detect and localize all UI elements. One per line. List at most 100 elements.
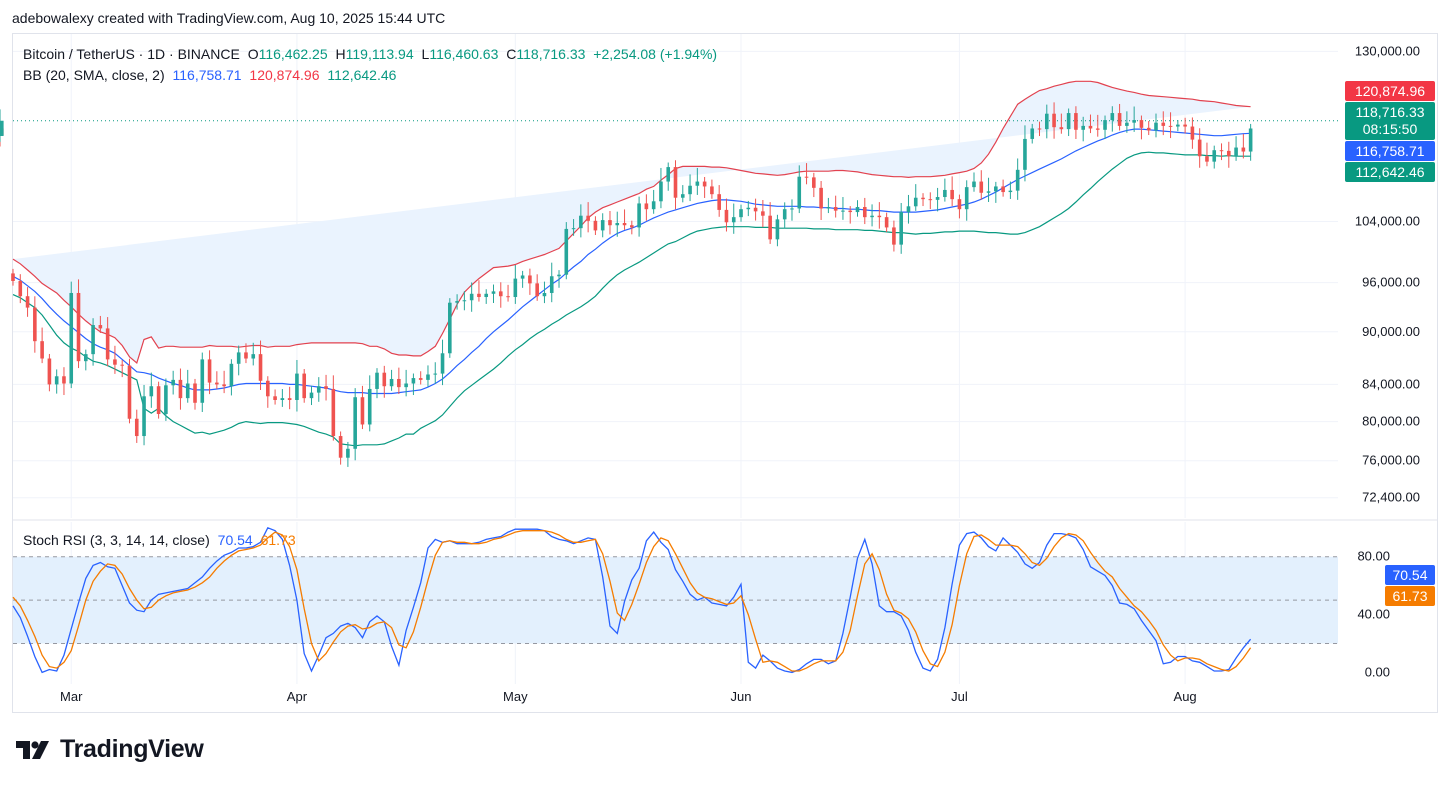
candle-body	[1212, 150, 1217, 162]
candle-body	[134, 418, 139, 437]
candle-body	[244, 352, 248, 359]
candle-body	[193, 383, 197, 403]
candle-body	[513, 278, 518, 298]
candle-body	[819, 187, 823, 209]
candle-body	[739, 209, 743, 218]
candle-body	[921, 197, 925, 200]
candle-body	[1234, 147, 1238, 157]
candle-body	[1183, 124, 1187, 127]
stoch-label[interactable]: Stoch RSI (3, 3, 14, 14, close)	[23, 532, 210, 548]
candle-body	[171, 379, 175, 386]
candle-body	[397, 378, 401, 388]
candle-body	[353, 397, 357, 449]
price-axis-labels[interactable]: 130,000.00 104,000.00 96,000.00 90,000.00 84…	[1355, 43, 1420, 679]
candle-body	[1190, 126, 1195, 140]
stoch-k-tag: 70.54	[1385, 565, 1435, 585]
candle-body	[1197, 139, 1202, 157]
stoch-k-line	[12, 526, 1252, 674]
candle-body	[302, 373, 307, 399]
candle-body	[782, 209, 787, 220]
candle-body	[600, 220, 605, 231]
candle-body	[156, 386, 161, 415]
ohlc-low: L116,460.63	[421, 46, 499, 62]
candle-body	[1088, 125, 1093, 129]
candle-body	[710, 186, 714, 195]
candle-body	[542, 292, 547, 297]
candle-body	[258, 354, 263, 381]
candle-body	[127, 365, 132, 419]
candle-body	[666, 167, 671, 182]
candle-body	[1168, 125, 1173, 127]
candle-body	[506, 296, 510, 298]
candle-body	[608, 220, 612, 226]
candle-body	[812, 177, 816, 188]
candle-body	[1103, 120, 1107, 130]
candle-body	[571, 228, 576, 230]
bb-lower-line	[12, 151, 1251, 447]
candle-body	[826, 207, 831, 209]
candle-body	[892, 227, 896, 245]
candle-body	[579, 215, 583, 229]
candle-body	[1139, 120, 1144, 128]
stoch-tick-label: 0.00	[1365, 664, 1390, 679]
candle-body	[309, 392, 314, 399]
candle-body	[1044, 113, 1049, 130]
candle-body	[884, 217, 889, 228]
candle-body	[528, 275, 532, 284]
candle-body	[11, 273, 15, 281]
candle-body	[1052, 113, 1056, 128]
candle-body	[644, 203, 649, 210]
candle-body	[615, 223, 620, 226]
price-tick-label: 72,400.00	[1362, 490, 1420, 505]
tradingview-logo-icon	[16, 740, 49, 759]
candle-body	[622, 223, 627, 226]
candle-body	[1081, 125, 1085, 130]
candle-body	[418, 378, 423, 380]
candle-body	[215, 382, 219, 385]
candle-body	[564, 228, 569, 275]
candle-body	[943, 189, 947, 198]
ohlc-open: O116,462.25	[247, 46, 328, 62]
tradingview-logo[interactable]: TradingView	[16, 735, 204, 764]
candle-body	[1226, 150, 1231, 157]
candlesticks[interactable]	[0, 102, 1253, 467]
candle-body	[950, 189, 954, 200]
candle-body	[287, 398, 292, 400]
bb-label[interactable]: BB (20, SMA, close, 2)	[23, 67, 165, 83]
bb-upper-price-tag: 120,874.96	[1345, 81, 1435, 101]
candle-body	[1248, 128, 1253, 152]
candle-body	[462, 300, 467, 302]
candle-body	[185, 383, 190, 399]
candle-body	[33, 307, 37, 342]
candle-body	[637, 203, 641, 228]
candle-body	[498, 291, 503, 297]
stoch-gridlines	[13, 522, 1338, 684]
candle-body	[1241, 147, 1246, 152]
price-tick-label: 130,000.00	[1355, 43, 1420, 58]
candle-body	[1037, 128, 1042, 130]
candle-body	[1008, 190, 1013, 193]
symbol-name[interactable]: Bitcoin / TetherUS · 1D · BINANCE	[23, 46, 240, 62]
candle-body	[18, 280, 23, 297]
candle-body	[731, 217, 736, 223]
tradingview-logo-text: TradingView	[60, 735, 204, 763]
time-tick-label: Mar	[60, 689, 83, 704]
time-tick-label: Jul	[951, 689, 968, 704]
candle-body	[469, 293, 474, 301]
candle-body	[761, 211, 765, 216]
stoch-legend: Stoch RSI (3, 3, 14, 14, close) 70.54 61…	[23, 532, 300, 548]
candle-body	[105, 328, 110, 360]
candle-body	[207, 359, 212, 383]
last-price-tag: 118,716.33 08:15:50	[1345, 102, 1435, 140]
candle-body	[404, 383, 408, 388]
candle-body	[1219, 150, 1224, 152]
time-axis-labels[interactable]: Mar Apr May Jun Jul Aug	[60, 689, 1197, 704]
candle-body	[164, 385, 168, 415]
candle-body	[69, 292, 74, 384]
stoch-tick-label: 80.00	[1357, 549, 1390, 564]
bb-lower-price-tag: 112,642.46	[1345, 162, 1435, 182]
candle-body	[455, 301, 459, 303]
candle-body	[724, 209, 729, 223]
stoch-tick-label: 40.00	[1357, 607, 1390, 622]
